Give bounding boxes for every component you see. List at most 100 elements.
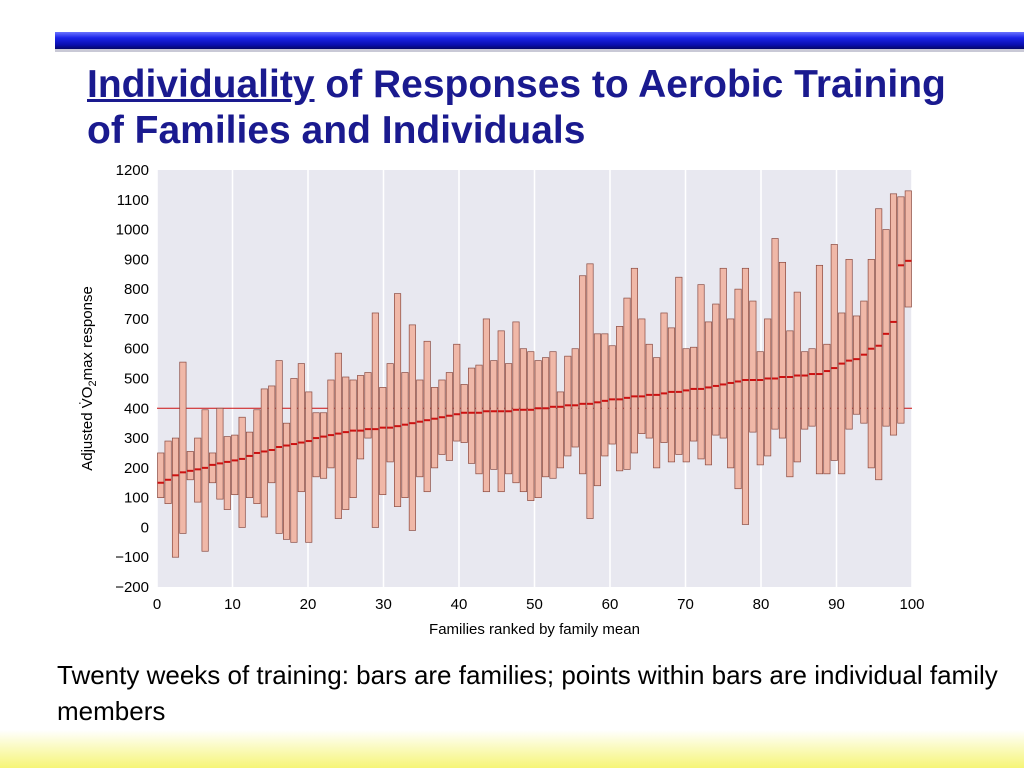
family-bar: [830, 244, 838, 461]
family-mean-markers: [157, 259, 912, 484]
family-bar: [519, 348, 527, 493]
family-bar: [756, 351, 764, 466]
family-bar: [505, 363, 513, 475]
y-tick-label: 1000: [116, 222, 149, 239]
family-bar: [727, 318, 735, 469]
family-bar: [216, 407, 224, 500]
family-bar: [482, 318, 490, 493]
family-bar: [852, 315, 861, 415]
family-bar: [386, 363, 394, 463]
family-bar: [357, 375, 365, 460]
title-highlight: Individuality: [87, 63, 315, 106]
family-bar: [630, 267, 638, 454]
top-accent-bar: [55, 32, 1024, 49]
family-bar: [320, 412, 328, 479]
family-bar: [201, 409, 209, 552]
family-bar: [327, 379, 335, 469]
family-bar: [793, 291, 801, 463]
family-bar: [875, 208, 883, 481]
y-tick-label: 800: [124, 281, 149, 298]
title-rest: of Responses to Aerobic Training of Fami…: [87, 63, 946, 152]
x-tick-label: 80: [753, 596, 770, 613]
family-bar: [231, 434, 239, 496]
family-bar: [297, 363, 305, 493]
x-tick-label: 0: [153, 596, 161, 613]
family-bar: [238, 416, 246, 528]
family-bars: [157, 190, 912, 558]
slide-caption: Twenty weeks of training: bars are famil…: [57, 660, 998, 726]
family-bar: [897, 196, 905, 424]
family-bar: [675, 276, 683, 455]
family-bar: [527, 351, 535, 501]
family-bar: [660, 312, 668, 443]
y-tick-label: 1200: [116, 162, 149, 179]
family-bar: [334, 352, 342, 519]
x-tick-label: 50: [526, 596, 543, 613]
y-tick-labels: −200 −100 0 100 200 300 400 500 600 700 800 900 1000…: [115, 162, 149, 596]
x-tick-label: 60: [602, 596, 619, 613]
y-tick-label: 600: [124, 341, 149, 358]
family-bar: [268, 385, 276, 484]
family-bar: [667, 327, 675, 463]
family-bar: [542, 357, 550, 478]
family-bar: [556, 391, 564, 469]
family-bar: [653, 357, 661, 469]
family-bar: [734, 288, 742, 490]
family-bar: [549, 351, 557, 479]
x-tick-labels: 0 10 20 30 40 50 60 70 80 90 100: [153, 596, 925, 613]
y-tick-label: 100: [124, 490, 149, 507]
family-bar: [416, 379, 424, 478]
family-bar: [171, 437, 180, 558]
family-bar: [882, 229, 890, 427]
family-bar: [638, 318, 646, 434]
family-bar: [260, 388, 268, 518]
family-bar: [431, 387, 439, 469]
family-bar: [808, 348, 816, 427]
family-bar: [586, 263, 594, 519]
family-bar: [290, 378, 298, 543]
y-tick-label: 900: [124, 251, 149, 268]
family-bar: [349, 379, 357, 498]
family-bar: [904, 190, 912, 308]
family-bar: [223, 436, 231, 510]
x-tick-label: 100: [899, 596, 924, 613]
family-bar: [601, 333, 609, 457]
family-bar: [593, 333, 601, 487]
family-bar: [468, 367, 476, 464]
x-tick-label: 90: [828, 596, 845, 613]
y-axis-label: Adjusted V̇O2max response: [79, 286, 99, 471]
family-bar: [623, 297, 631, 470]
family-bar: [283, 422, 291, 540]
family-bar: [815, 264, 824, 475]
family-bar: [253, 409, 261, 504]
y-axis-label-subscript: 2: [87, 380, 99, 386]
family-bar: [608, 345, 616, 445]
family-bar: [512, 321, 520, 484]
y-tick-label: 400: [124, 400, 149, 417]
family-bar: [786, 330, 794, 478]
family-bar: [571, 348, 579, 448]
x-tick-label: 30: [375, 596, 392, 613]
x-axis-label: Families ranked by family mean: [429, 621, 640, 638]
family-bar: [778, 261, 786, 439]
family-bar: [364, 372, 372, 439]
family-bar: [682, 348, 690, 463]
family-bar: [690, 346, 698, 442]
y-tick-label: 200: [124, 460, 149, 477]
family-bar: [712, 303, 720, 436]
family-bar: [475, 364, 483, 475]
family-bar: [305, 391, 313, 543]
y-tick-label: −100: [115, 549, 149, 566]
y-tick-label: −200: [115, 579, 149, 596]
family-bar: [741, 267, 749, 525]
y-axis-label-part-1: Adjusted: [79, 408, 96, 471]
family-bar: [408, 324, 416, 531]
x-tick-label: 40: [451, 596, 468, 613]
y-tick-label: 0: [141, 519, 149, 536]
family-bar: [164, 440, 172, 504]
chart-container: −200 −100 0 100 200 300 400 500 600 700 800 900 1000…: [60, 155, 960, 645]
x-tick-label: 10: [224, 596, 241, 613]
family-bar: [342, 376, 350, 510]
y-tick-label: 1100: [117, 192, 149, 209]
y-tick-label: 700: [124, 311, 149, 328]
